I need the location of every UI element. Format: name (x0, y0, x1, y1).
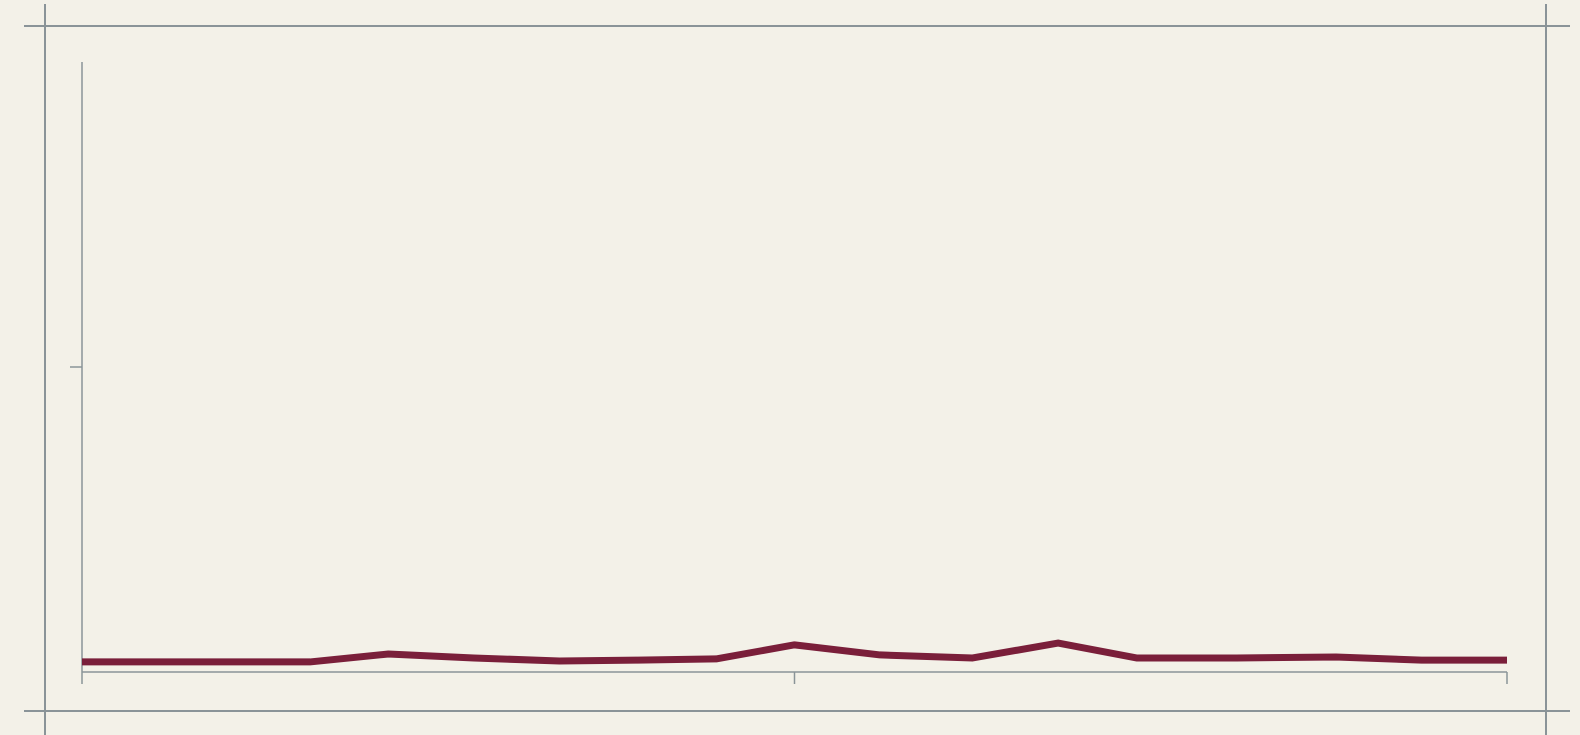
data-line (82, 639, 1507, 666)
